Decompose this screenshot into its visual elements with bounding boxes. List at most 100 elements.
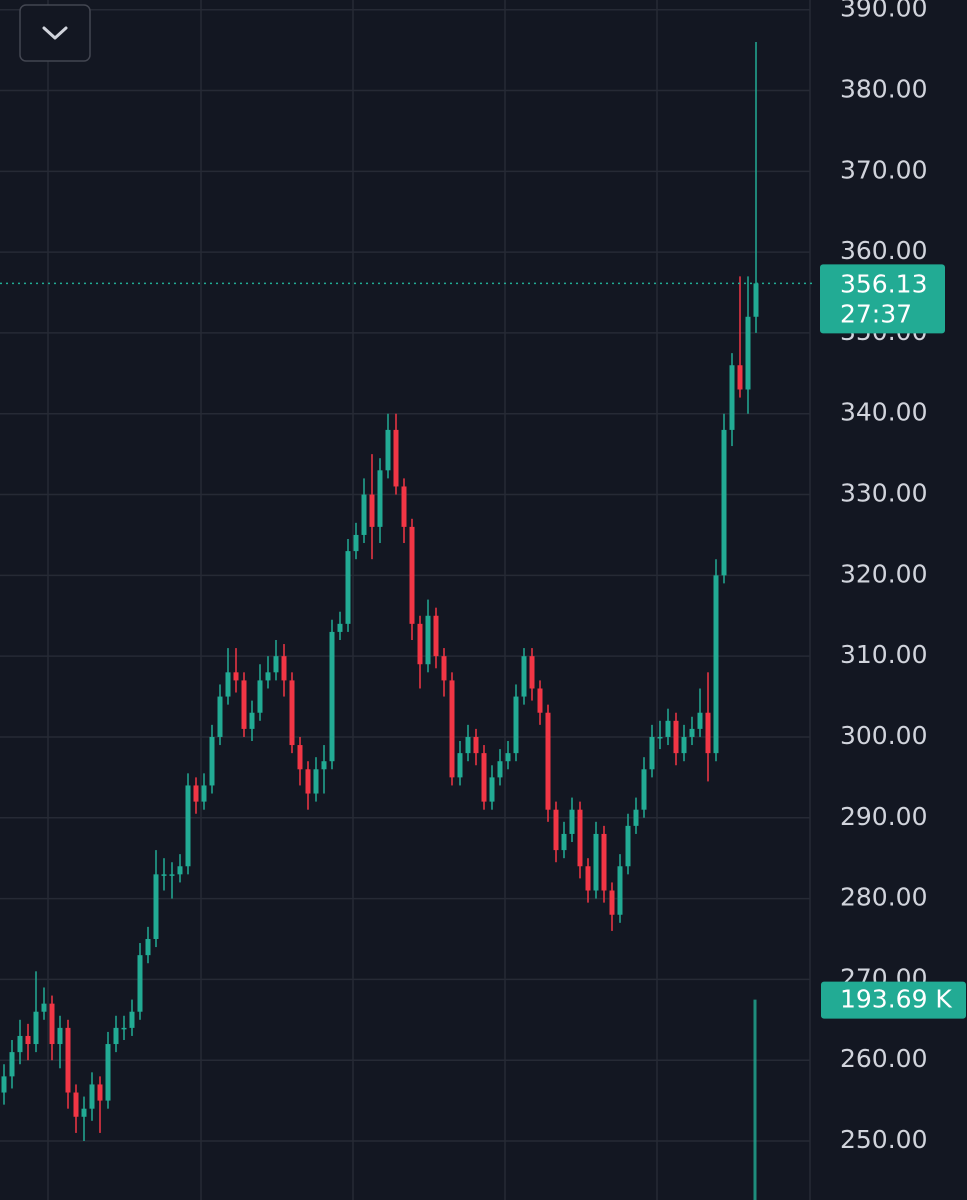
candle-body — [105, 1044, 111, 1101]
y-tick-label: 390.00 — [840, 0, 927, 23]
candle-body — [457, 753, 463, 778]
candle-body — [9, 1052, 15, 1077]
chevron-icon — [42, 26, 68, 40]
candle-body — [713, 575, 719, 754]
candle-body — [281, 656, 287, 681]
candle-body — [633, 809, 639, 826]
candle-body — [585, 866, 591, 891]
price-axis: 250.00260.00270.00280.00290.00300.00310.… — [840, 0, 927, 1154]
y-tick-label: 260.00 — [840, 1044, 927, 1073]
candle-body — [241, 680, 247, 729]
candle-body — [529, 656, 535, 689]
candle-body — [121, 1027, 127, 1030]
y-tick-label: 360.00 — [840, 236, 927, 265]
y-tick-label: 330.00 — [840, 479, 927, 508]
y-tick-label: 310.00 — [840, 640, 927, 669]
candle-body — [625, 825, 631, 867]
volume-bar — [753, 999, 757, 1200]
candles — [1, 42, 759, 1142]
candle-body — [561, 833, 567, 851]
candle-body — [337, 623, 343, 632]
candle-body — [489, 777, 495, 802]
candle-body — [473, 736, 479, 754]
candle-body — [57, 1027, 63, 1045]
y-tick-label: 250.00 — [840, 1125, 927, 1154]
candle-body — [577, 809, 583, 867]
candle-body — [321, 761, 327, 770]
candle-body — [417, 623, 423, 665]
y-tick-label: 300.00 — [840, 721, 927, 750]
candle-body — [217, 696, 223, 737]
candle-body — [81, 1108, 87, 1117]
candle-body — [369, 494, 375, 527]
candle-body — [689, 728, 695, 737]
candle-body — [649, 736, 655, 770]
grid-layer — [0, 8, 810, 1142]
candle-body — [665, 720, 671, 737]
candle-body — [33, 1011, 39, 1045]
candle-body — [201, 785, 207, 802]
candle-body — [745, 316, 751, 390]
candle-body — [601, 833, 607, 891]
candle-body — [425, 615, 431, 665]
candle-body — [641, 769, 647, 810]
candle-body — [129, 1011, 135, 1028]
candle-body — [385, 429, 391, 471]
candle-body — [409, 526, 415, 624]
y-tick-label: 320.00 — [840, 559, 927, 588]
candle-body — [553, 809, 559, 851]
candle-body — [393, 429, 399, 487]
candle-body — [697, 712, 703, 729]
candle-body — [705, 712, 711, 754]
candle-body — [657, 736, 663, 739]
candle-body — [465, 736, 471, 754]
candle-body — [73, 1092, 79, 1117]
candle-body — [297, 745, 303, 770]
candle-body — [209, 736, 215, 786]
last-price-label: 356.13 — [840, 269, 927, 298]
last-price-badge — [820, 264, 945, 334]
candle-body — [681, 736, 687, 754]
candle-body — [265, 672, 271, 681]
time-grid — [47, 0, 811, 1200]
candle-body — [537, 688, 543, 713]
candle-body — [721, 429, 727, 576]
candle-body — [137, 955, 143, 1012]
candle-body — [113, 1027, 119, 1045]
candle-body — [225, 672, 231, 697]
collapse-button[interactable] — [19, 4, 91, 62]
candle-body — [169, 874, 175, 876]
candle-body — [353, 534, 359, 552]
candle-body — [753, 283, 759, 317]
countdown-label: 27:37 — [840, 299, 912, 328]
candle-body — [89, 1084, 95, 1109]
candle-body — [185, 785, 191, 867]
candle-body — [609, 890, 615, 915]
candle-body — [305, 769, 311, 794]
candle-body — [41, 1003, 47, 1012]
candle-body — [345, 551, 351, 624]
button-frame[interactable] — [19, 4, 91, 62]
candle-body — [289, 680, 295, 746]
candle-body — [433, 615, 439, 657]
candle-body — [593, 833, 599, 891]
candle-body — [729, 365, 735, 430]
candle-body — [505, 753, 511, 762]
y-tick-label: 280.00 — [840, 883, 927, 912]
y-tick-label: 340.00 — [840, 398, 927, 427]
y-tick-label: 380.00 — [840, 75, 927, 104]
candle-body — [65, 1027, 71, 1093]
candle-body — [97, 1084, 103, 1101]
candle-body — [361, 494, 367, 535]
candle-body — [1, 1076, 7, 1093]
candle-body — [377, 470, 383, 527]
candle-body — [193, 785, 199, 802]
candle-body — [401, 486, 407, 527]
candle-body — [617, 866, 623, 915]
candle-body — [481, 753, 487, 802]
candle-body — [521, 656, 527, 697]
